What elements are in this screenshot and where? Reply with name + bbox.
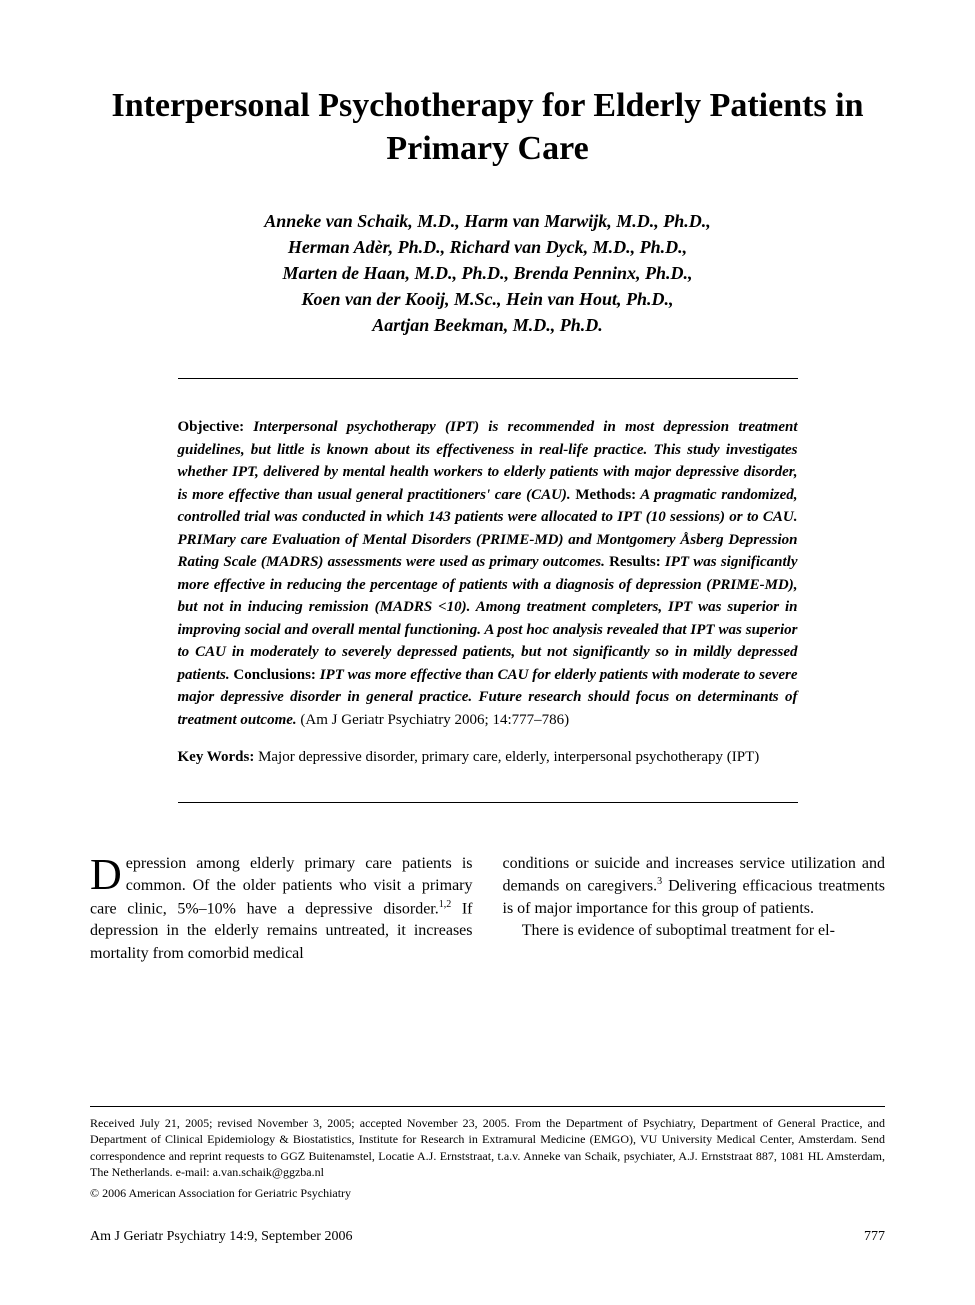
- footer-rule: [90, 1106, 885, 1107]
- author-line: Anneke van Schaik, M.D., Harm van Marwij…: [264, 211, 711, 231]
- journal-ref: Am J Geriatr Psychiatry 14:9, September …: [90, 1229, 352, 1245]
- abstract-objective-label: Objective:: [178, 419, 245, 435]
- body-columns: Depression among elderly primary care pa…: [90, 853, 885, 965]
- author-list: Anneke van Schaik, M.D., Harm van Marwij…: [264, 208, 711, 338]
- body-col-right: conditions or suicide and increases serv…: [503, 853, 886, 965]
- footer-block: Received July 21, 2005; revised November…: [90, 1088, 885, 1245]
- keywords: Key Words: Major depressive disorder, pr…: [178, 746, 798, 769]
- author-line: Marten de Haan, M.D., Ph.D., Brenda Penn…: [282, 263, 692, 283]
- abstract-results-label: Results:: [609, 554, 661, 570]
- running-footer: Am J Geriatr Psychiatry 14:9, September …: [90, 1229, 885, 1245]
- abstract-text: Objective: Interpersonal psychotherapy (…: [178, 416, 798, 731]
- abstract-methods-label: Methods:: [575, 487, 636, 503]
- citation-ref: 1,2: [439, 899, 452, 910]
- abstract-results-text: IPT was significantly more effective in …: [178, 554, 798, 683]
- body-paragraph: There is evidence of suboptimal treatmen…: [503, 920, 886, 942]
- abstract-block: Objective: Interpersonal psychotherapy (…: [178, 378, 798, 803]
- abstract-citation: (Am J Geriatr Psychiatry 2006; 14:777–78…: [300, 712, 569, 728]
- keywords-label: Key Words:: [178, 749, 255, 765]
- body-text: epression among elderly primary care pat…: [90, 855, 473, 917]
- author-line: Herman Adèr, Ph.D., Richard van Dyck, M.…: [288, 237, 687, 257]
- keywords-text: Major depressive disorder, primary care,…: [254, 749, 759, 765]
- dropcap: D: [90, 853, 126, 893]
- abstract-conclusions-label: Conclusions:: [233, 667, 316, 683]
- body-col-left: Depression among elderly primary care pa…: [90, 853, 473, 965]
- received-info: Received July 21, 2005; revised November…: [90, 1115, 885, 1180]
- author-line: Aartjan Beekman, M.D., Ph.D.: [372, 315, 603, 335]
- copyright: © 2006 American Association for Geriatri…: [90, 1186, 885, 1201]
- author-line: Koen van der Kooij, M.Sc., Hein van Hout…: [301, 289, 673, 309]
- article-title: Interpersonal Psychotherapy for Elderly …: [90, 85, 885, 170]
- page-number: 777: [864, 1229, 885, 1245]
